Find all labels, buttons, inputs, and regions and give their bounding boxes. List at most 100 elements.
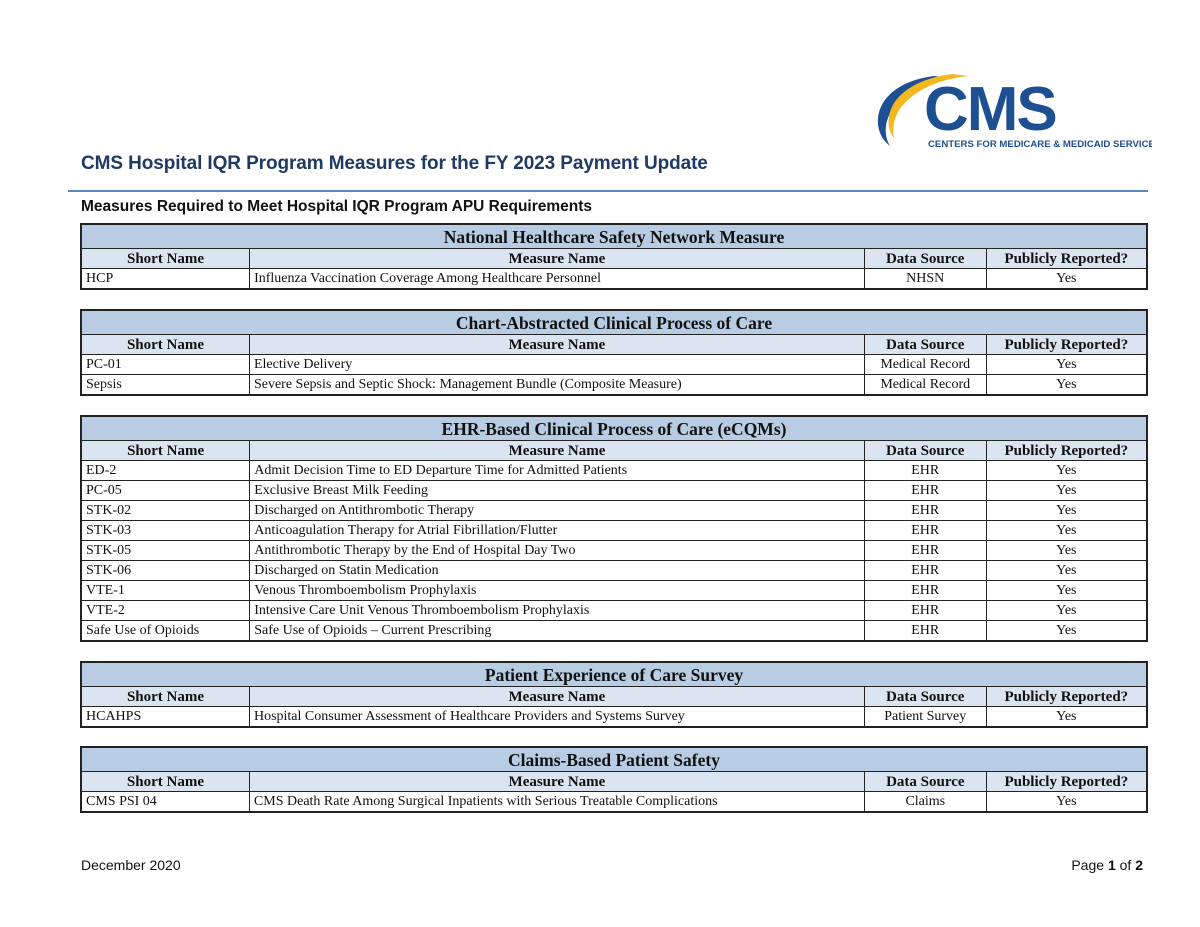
page-of: of [1119,857,1132,873]
col-header-publicly-reported: Publicly Reported? [985,440,1148,461]
cms-logo: CMS CENTERS FOR MEDICARE & MEDICAID SERV… [872,72,1152,154]
short-name-cell: HCP [80,268,251,290]
table-row: VTE-1 Venous Thromboembolism Prophylaxis… [80,580,1148,601]
data-source-cell: NHSN [863,268,987,290]
table-row: CMS PSI 04 CMS Death Rate Among Surgical… [80,791,1148,813]
short-name-cell: PC-01 [80,354,250,375]
measure-name-cell: CMS Death Rate Among Surgical Inpatients… [248,791,865,813]
data-source-cell: EHR [863,500,987,521]
col-header-short-name: Short Name [80,334,250,355]
data-source-cell: EHR [863,480,987,501]
table-section-title: National Healthcare Safety Network Measu… [80,223,1148,249]
short-name-cell: STK-05 [80,540,251,561]
data-source-cell: Claims [863,791,987,813]
data-source-cell: Medical Record [863,374,987,396]
page-label: Page [1071,857,1105,873]
col-header-measure-name: Measure Name [249,248,865,269]
table-row: PC-05 Exclusive Breast Milk Feeding EHR … [80,480,1148,501]
col-header-data-source: Data Source [863,771,987,792]
claims-based-measures-table: Claims-Based Patient Safety Short Name M… [80,746,1148,813]
data-source-cell: EHR [863,580,987,601]
chart-abstracted-measures-table: Chart-Abstracted Clinical Process of Car… [80,309,1148,396]
short-name-cell: VTE-2 [80,600,251,621]
publicly-reported-cell: Yes [985,791,1148,813]
measure-name-cell: Discharged on Antithrombotic Therapy [249,500,865,521]
page-total: 2 [1135,857,1143,873]
col-header-measure-name: Measure Name [248,334,865,355]
measure-name-cell: Venous Thromboembolism Prophylaxis [249,580,865,601]
data-source-cell: Patient Survey [863,706,987,728]
table-row: VTE-2 Intensive Care Unit Venous Thrombo… [80,600,1148,621]
col-header-data-source: Data Source [863,440,987,461]
table-section-title: Patient Experience of Care Survey [80,661,1148,687]
table-row: HCAHPS Hospital Consumer Assessment of H… [80,706,1148,728]
col-header-data-source: Data Source [863,334,987,355]
short-name-cell: PC-05 [80,480,251,501]
table-section-title: Claims-Based Patient Safety [80,746,1148,772]
publicly-reported-cell: Yes [985,540,1148,561]
col-header-short-name: Short Name [80,686,250,707]
data-source-cell: EHR [863,600,987,621]
table-row: Safe Use of Opioids Safe Use of Opioids … [80,620,1148,642]
measure-name-cell: Exclusive Breast Milk Feeding [249,480,865,501]
section-subtitle: Measures Required to Meet Hospital IQR P… [81,198,593,215]
publicly-reported-cell: Yes [985,520,1148,541]
col-header-publicly-reported: Publicly Reported? [985,248,1148,269]
measure-name-cell: Admit Decision Time to ED Departure Time… [249,460,865,481]
short-name-cell: ED-2 [80,460,251,481]
measure-name-cell: Elective Delivery [248,354,865,375]
col-header-short-name: Short Name [80,440,251,461]
col-header-publicly-reported: Publicly Reported? [985,686,1148,707]
publicly-reported-cell: Yes [985,268,1148,290]
svg-text:CMS: CMS [924,75,1056,144]
table-row: STK-06 Discharged on Statin Medication E… [80,560,1148,581]
measure-name-cell: Influenza Vaccination Coverage Among Hea… [249,268,865,290]
page-number: Page 1 of 2 [1071,857,1143,873]
table-row: Sepsis Severe Sepsis and Septic Shock: M… [80,374,1148,396]
col-header-data-source: Data Source [863,686,987,707]
table-row: ED-2 Admit Decision Time to ED Departure… [80,460,1148,481]
data-source-cell: Medical Record [863,354,987,375]
col-header-measure-name: Measure Name [248,771,865,792]
short-name-cell: VTE-1 [80,580,251,601]
short-name-cell: STK-06 [80,560,251,581]
short-name-cell: Safe Use of Opioids [80,620,251,642]
publicly-reported-cell: Yes [985,580,1148,601]
col-header-measure-name: Measure Name [249,440,865,461]
measure-name-cell: Discharged on Statin Medication [249,560,865,581]
col-header-publicly-reported: Publicly Reported? [985,334,1148,355]
data-source-cell: EHR [863,520,987,541]
data-source-cell: EHR [863,540,987,561]
publicly-reported-cell: Yes [985,480,1148,501]
short-name-cell: CMS PSI 04 [80,791,250,813]
table-row: STK-05 Antithrombotic Therapy by the End… [80,540,1148,561]
col-header-publicly-reported: Publicly Reported? [985,771,1148,792]
col-header-data-source: Data Source [863,248,987,269]
nhsn-measures-table: National Healthcare Safety Network Measu… [80,223,1148,290]
publicly-reported-cell: Yes [985,560,1148,581]
measure-name-cell: Severe Sepsis and Septic Shock: Manageme… [248,374,865,396]
table-row: HCP Influenza Vaccination Coverage Among… [80,268,1148,290]
table-row: PC-01 Elective Delivery Medical Record Y… [80,354,1148,375]
measure-name-cell: Hospital Consumer Assessment of Healthca… [248,706,865,728]
measure-name-cell: Anticoagulation Therapy for Atrial Fibri… [249,520,865,541]
measure-name-cell: Antithrombotic Therapy by the End of Hos… [249,540,865,561]
data-source-cell: EHR [863,620,987,642]
col-header-measure-name: Measure Name [248,686,865,707]
col-header-short-name: Short Name [80,248,251,269]
short-name-cell: STK-03 [80,520,251,541]
data-source-cell: EHR [863,460,987,481]
document-title: CMS Hospital IQR Program Measures for th… [81,153,708,174]
measure-name-cell: Safe Use of Opioids – Current Prescribin… [249,620,865,642]
table-row: STK-03 Anticoagulation Therapy for Atria… [80,520,1148,541]
patient-experience-measures-table: Patient Experience of Care Survey Short … [80,661,1148,728]
col-header-short-name: Short Name [80,771,250,792]
svg-text:CENTERS FOR MEDICARE & MEDICAI: CENTERS FOR MEDICARE & MEDICAID SERVICES [928,139,1152,150]
table-section-title: EHR-Based Clinical Process of Care (eCQM… [80,415,1148,441]
short-name-cell: Sepsis [80,374,250,396]
publicly-reported-cell: Yes [985,374,1148,396]
measure-name-cell: Intensive Care Unit Venous Thromboemboli… [249,600,865,621]
publicly-reported-cell: Yes [985,354,1148,375]
short-name-cell: STK-02 [80,500,251,521]
page-current: 1 [1107,857,1116,873]
